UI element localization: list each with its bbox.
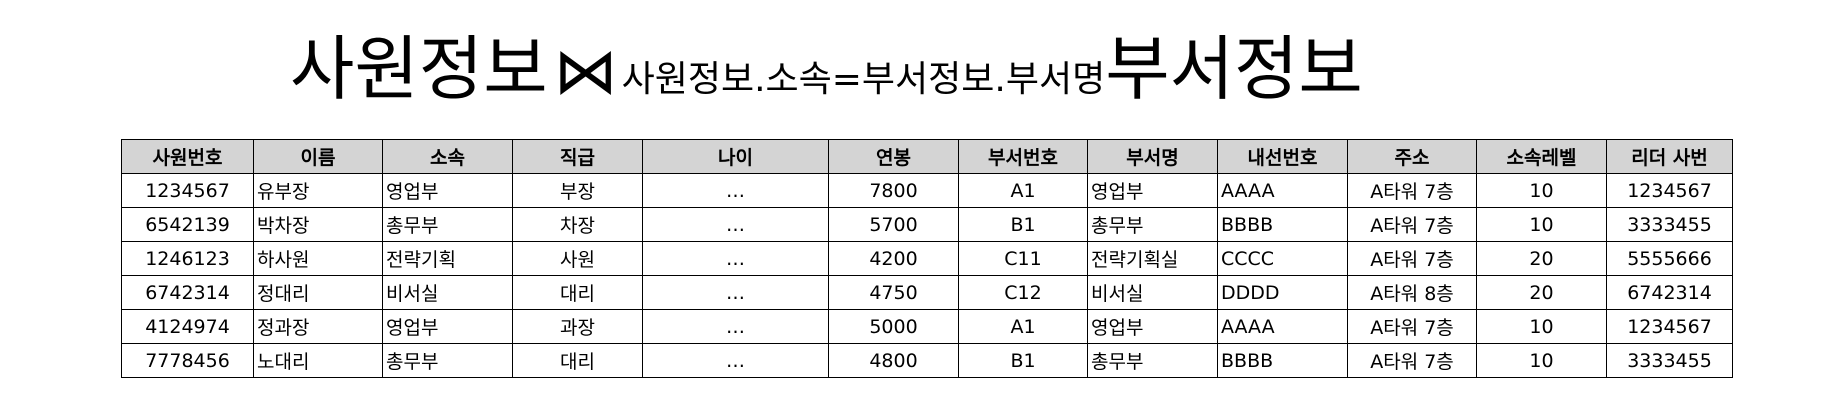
header-level: 소속레벨	[1476, 139, 1607, 174]
table-cell: 5555666	[1606, 241, 1733, 276]
table-cell: 대리	[512, 343, 643, 378]
table-header-row: 사원번호 이름 소속 직급 나이 연봉 부서번호 부서명 내선번호 주소 소속레…	[121, 139, 1733, 174]
table-cell: 부장	[512, 173, 643, 208]
header-salary: 연봉	[828, 139, 959, 174]
header-dept-name: 부서명	[1087, 139, 1218, 174]
table-row: 6742314 정대리 비서실 대리 … 4750 C12 비서실 DDDD A…	[121, 275, 1733, 310]
table-cell: A1	[958, 173, 1088, 208]
header-age: 나이	[642, 139, 829, 174]
table-cell: 1246123	[121, 241, 254, 276]
table-cell: …	[642, 173, 829, 208]
table-cell: A타워 8층	[1347, 275, 1477, 310]
table-cell: 20	[1476, 275, 1607, 310]
natural-join-symbol: ⋈	[553, 35, 618, 109]
table-cell: 3333455	[1606, 343, 1733, 378]
table-cell: 6542139	[121, 207, 254, 242]
join-condition: 사원정보.소속=부서정보.부서명	[621, 59, 1106, 100]
header-extension: 내선번호	[1217, 139, 1348, 174]
table-cell: A1	[958, 309, 1088, 344]
table-cell: 유부장	[253, 173, 383, 208]
table-cell: B1	[958, 343, 1088, 378]
table-cell: 7800	[828, 173, 959, 208]
table-cell: 5000	[828, 309, 959, 344]
table-cell: AAAA	[1217, 173, 1348, 208]
table-cell: 차장	[512, 207, 643, 242]
table-cell: 정과장	[253, 309, 383, 344]
table-cell: C11	[958, 241, 1088, 276]
table-row: 7778456 노대리 총무부 대리 … 4800 B1 총무부 BBBB A타…	[121, 343, 1733, 378]
table-cell: BBBB	[1217, 207, 1348, 242]
table-cell: 영업부	[1087, 309, 1218, 344]
table-cell: A타워 7층	[1347, 207, 1477, 242]
table-cell: 4124974	[121, 309, 254, 344]
table-cell: 20	[1476, 241, 1607, 276]
header-emp-no: 사원번호	[121, 139, 254, 174]
table-cell: 4800	[828, 343, 959, 378]
table-cell: 7778456	[121, 343, 254, 378]
table-cell: 10	[1476, 309, 1607, 344]
table-cell: 영업부	[382, 173, 513, 208]
join-result-table: 사원번호 이름 소속 직급 나이 연봉 부서번호 부서명 내선번호 주소 소속레…	[121, 139, 1733, 378]
table-cell: 영업부	[382, 309, 513, 344]
table-cell: BBBB	[1217, 343, 1348, 378]
table-cell: 10	[1476, 173, 1607, 208]
table-row: 1246123 하사원 전략기획 사원 … 4200 C11 전략기획실 CCC…	[121, 241, 1733, 276]
table-row: 6542139 박차장 총무부 차장 … 5700 B1 총무부 BBBB A타…	[121, 207, 1733, 242]
table-cell: 비서실	[382, 275, 513, 310]
join-expression-title: 사원정보 ⋈ 사원정보.소속=부서정보.부서명 부서정보	[290, 14, 1363, 104]
table-cell: A타워 7층	[1347, 241, 1477, 276]
header-name: 이름	[253, 139, 383, 174]
table-cell: 전략기획	[382, 241, 513, 276]
table-cell: B1	[958, 207, 1088, 242]
table-cell: 대리	[512, 275, 643, 310]
table-cell: …	[642, 343, 829, 378]
table-cell: DDDD	[1217, 275, 1348, 310]
table-row: 4124974 정과장 영업부 과장 … 5000 A1 영업부 AAAA A타…	[121, 309, 1733, 344]
table-cell: 총무부	[1087, 343, 1218, 378]
table-cell: 노대리	[253, 343, 383, 378]
header-address: 주소	[1347, 139, 1477, 174]
table-cell: A타워 7층	[1347, 173, 1477, 208]
right-relation-name: 부서정보	[1105, 28, 1363, 110]
header-dept-no: 부서번호	[958, 139, 1088, 174]
table-cell: A타워 7층	[1347, 309, 1477, 344]
table-cell: 1234567	[1606, 173, 1733, 208]
table-cell: C12	[958, 275, 1088, 310]
table-cell: 비서실	[1087, 275, 1218, 310]
table-cell: 10	[1476, 343, 1607, 378]
table-cell: A타워 7층	[1347, 343, 1477, 378]
table-cell: 박차장	[253, 207, 383, 242]
table-cell: 전략기획실	[1087, 241, 1218, 276]
header-rank: 직급	[512, 139, 643, 174]
table-cell: 6742314	[121, 275, 254, 310]
header-affiliation: 소속	[382, 139, 513, 174]
table-cell: 10	[1476, 207, 1607, 242]
header-leader-no: 리더 사번	[1606, 139, 1733, 174]
table-cell: …	[642, 309, 829, 344]
table-cell: 총무부	[382, 207, 513, 242]
table-cell: 1234567	[1606, 309, 1733, 344]
table-cell: AAAA	[1217, 309, 1348, 344]
table-cell: 영업부	[1087, 173, 1218, 208]
table-cell: 하사원	[253, 241, 383, 276]
table-cell: 사원	[512, 241, 643, 276]
table-cell: 정대리	[253, 275, 383, 310]
table-cell: …	[642, 207, 829, 242]
table-cell: 1234567	[121, 173, 254, 208]
table-cell: 3333455	[1606, 207, 1733, 242]
table-cell: CCCC	[1217, 241, 1348, 276]
table-cell: 5700	[828, 207, 959, 242]
table-cell: 4200	[828, 241, 959, 276]
table-row: 1234567 유부장 영업부 부장 … 7800 A1 영업부 AAAA A타…	[121, 173, 1733, 208]
table-cell: 6742314	[1606, 275, 1733, 310]
table-cell: …	[642, 275, 829, 310]
table-cell: 총무부	[1087, 207, 1218, 242]
table-cell: 4750	[828, 275, 959, 310]
table-cell: 과장	[512, 309, 643, 344]
table-cell: 총무부	[382, 343, 513, 378]
left-relation-name: 사원정보	[290, 28, 548, 110]
table-cell: …	[642, 241, 829, 276]
